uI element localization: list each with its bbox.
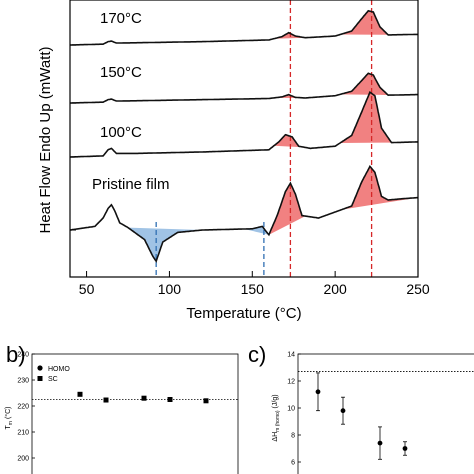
dsc-curve-2 [70, 90, 418, 158]
series-label-1: 150°C [100, 64, 142, 81]
melt-peak-2-fill [341, 166, 418, 210]
tm-point [167, 397, 173, 402]
tm-point [203, 398, 209, 404]
dsc-panel: 50 100 150 200 250 170°C 150°C 100°C Pristine f… [37, 0, 430, 322]
dh-point [315, 389, 321, 395]
dh-y-tick-label: 14 [287, 352, 295, 359]
dsc-curve-3 [70, 164, 418, 263]
dh-y-label-main: ΔH [272, 432, 279, 442]
dh-plot-frame [297, 353, 474, 474]
melt-peak-1-fill [268, 183, 306, 235]
melt-peak-2-fill [340, 92, 395, 143]
dh-y-axis-label: ΔHm (homo) (J/g) [272, 394, 281, 441]
cold-crystallization-fill [128, 227, 203, 262]
dsc-plot-frame [69, 0, 419, 278]
dh-y-tick-label: 12 [287, 379, 295, 386]
dh-point [377, 440, 383, 446]
dsc-curve-0 [70, 9, 418, 46]
dh-panel: c) 6 8 10 12 14 ΔHm (homo) (J/g) [248, 342, 474, 474]
tm-y-tick-label: 210 [17, 430, 29, 437]
dsc-x-tick-label: 50 [79, 281, 95, 297]
dsc-x-axis-label: Temperature (°C) [186, 305, 301, 322]
dh-y-label-sub: m (homo) [275, 410, 281, 432]
panel-label-c: c) [248, 342, 266, 367]
dh-y-label-unit: (J/g) [272, 394, 279, 408]
tm-y-tick-label: 230 [17, 378, 29, 385]
dh-point [340, 408, 346, 414]
tm-y-tick-label: 200 [17, 456, 29, 463]
tm-plot-frame [31, 353, 239, 474]
dh-y-tick-label: 8 [291, 433, 295, 440]
legend-homo-label: HOMO [48, 366, 70, 373]
panel-label-b: b) [6, 342, 26, 367]
tm-y-label-unit: (°C) [4, 407, 12, 420]
tm-point [141, 395, 147, 401]
tm-y-label-main: T [5, 424, 12, 429]
dsc-y-axis-label: Heat Flow Endo Up (mWatt) [37, 47, 54, 234]
legend-sc-marker [37, 376, 43, 381]
dh-y-tick-label: 10 [287, 406, 295, 413]
series-label-2: 100°C [100, 124, 142, 141]
tm-point [103, 397, 109, 403]
dsc-x-tick-label: 100 [158, 281, 182, 297]
dsc-curve-1 [70, 72, 418, 104]
legend-homo-marker [37, 365, 43, 371]
tm-y-tick-label: 240 [17, 352, 29, 359]
dh-y-tick-label: 6 [291, 460, 295, 467]
tm-y-axis-label: Tm(°C) [4, 407, 14, 430]
tm-y-label-sub: m [8, 421, 14, 425]
series-label-3: Pristine film [92, 176, 170, 193]
recrystallization-fill [244, 226, 269, 235]
legend-sc-label: SC [48, 376, 58, 383]
dsc-x-tick-label: 200 [323, 281, 347, 297]
melt-peak-1-fill [273, 134, 306, 148]
dsc-x-tick-label: 250 [406, 281, 430, 297]
dsc-x-tick-label: 150 [241, 281, 265, 297]
tm-y-tick-label: 220 [17, 404, 29, 411]
series-label-0: 170°C [100, 10, 142, 27]
dh-point [402, 446, 408, 451]
tm-point [77, 391, 83, 397]
tm-panel: b) 200 210 220 230 240 HOMO SC Tm(°C) [4, 342, 239, 474]
